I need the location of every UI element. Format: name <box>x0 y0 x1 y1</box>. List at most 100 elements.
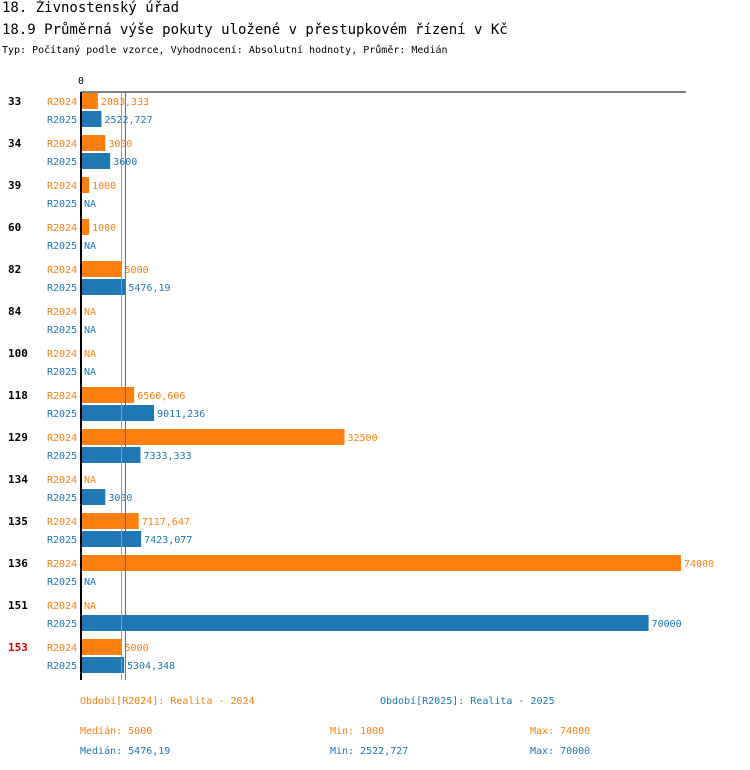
group-label: 135 <box>8 515 28 528</box>
series-label: R2025 <box>47 367 77 378</box>
series-label: R2024 <box>47 643 77 654</box>
series-label: R2025 <box>47 577 77 588</box>
group-label: 60 <box>8 221 21 234</box>
group-label: 34 <box>8 137 22 150</box>
value-label: NA <box>84 601 96 612</box>
series-label: R2024 <box>47 307 77 318</box>
value-label: 7333,333 <box>143 451 191 462</box>
group-label: 100 <box>8 347 28 360</box>
bar-r2025 <box>81 153 111 169</box>
group-label: 151 <box>8 599 28 612</box>
value-label: NA <box>84 577 96 588</box>
value-label: NA <box>84 199 96 210</box>
series-label: R2025 <box>47 115 77 126</box>
bar-r2024 <box>81 387 135 403</box>
legend-min-r2024: Min: 1000 <box>330 726 385 737</box>
bar-r2024 <box>81 555 681 571</box>
bar-r2024 <box>81 261 122 277</box>
series-label: R2025 <box>47 325 77 336</box>
value-label: 7423,077 <box>144 535 192 546</box>
value-label: 5000 <box>125 265 149 276</box>
value-label: 5476,19 <box>128 283 170 294</box>
bar-r2025 <box>81 489 106 505</box>
value-label: 32500 <box>348 433 378 444</box>
series-label: R2025 <box>47 451 77 462</box>
series-label: R2024 <box>47 391 77 402</box>
bar-r2025 <box>81 657 125 673</box>
axis-zero-label: 0 <box>78 76 84 87</box>
group-label: 33 <box>8 95 21 108</box>
legend-median-r2025: Medián: 5476,19 <box>80 746 171 757</box>
bar-r2024 <box>81 177 90 193</box>
group-label: 39 <box>8 179 21 192</box>
value-label: 7117,647 <box>142 517 190 528</box>
bar-r2025 <box>81 531 142 547</box>
bar-r2024 <box>81 135 106 151</box>
value-label: NA <box>84 325 96 336</box>
series-label: R2025 <box>47 661 77 672</box>
group-label: 136 <box>8 557 28 570</box>
group-label: 84 <box>8 305 22 318</box>
value-label: NA <box>84 475 96 486</box>
series-label: R2024 <box>47 223 77 234</box>
series-label: R2025 <box>47 409 77 420</box>
legend-median-r2024: Medián: 5000 <box>80 726 153 737</box>
group-label: 134 <box>8 473 28 486</box>
group-label: 82 <box>8 263 21 276</box>
value-label: 5000 <box>125 643 149 654</box>
value-label: 5304,348 <box>127 661 175 672</box>
series-label: R2024 <box>47 601 77 612</box>
series-label: R2024 <box>47 517 77 528</box>
series-label: R2025 <box>47 283 77 294</box>
value-label: 9011,236 <box>157 409 205 420</box>
group-label: 153 <box>8 641 28 654</box>
group-label: 118 <box>8 389 28 402</box>
bar-chart: 033R20242083,333R20252522,72734R20243000… <box>8 76 714 680</box>
value-label: 1000 <box>92 223 116 234</box>
value-label: 3000 <box>108 493 132 504</box>
series-label: R2025 <box>47 619 77 630</box>
value-label: 74000 <box>684 559 714 570</box>
legend-period-r2025: Období[R2025]: Realita - 2025 <box>380 696 555 707</box>
series-label: R2024 <box>47 97 77 108</box>
series-label: R2024 <box>47 475 77 486</box>
series-label: R2024 <box>47 349 77 360</box>
value-label: NA <box>84 349 96 360</box>
bar-r2025 <box>81 111 102 127</box>
bar-r2024 <box>81 219 90 235</box>
chart-type-info: Typ: Počítaný podle vzorce, Vyhodnocení:… <box>2 45 448 56</box>
value-label: NA <box>84 307 96 318</box>
value-label: NA <box>84 241 96 252</box>
series-label: R2024 <box>47 181 77 192</box>
series-label: R2025 <box>47 157 77 168</box>
series-label: R2025 <box>47 535 77 546</box>
bar-r2024 <box>81 513 139 529</box>
bar-r2025 <box>81 279 126 295</box>
value-label: 70000 <box>652 619 682 630</box>
value-label: 6560,606 <box>137 391 185 402</box>
series-label: R2024 <box>47 139 77 150</box>
value-label: NA <box>84 367 96 378</box>
legend-max-r2024: Max: 74000 <box>530 726 591 737</box>
bar-r2025 <box>81 615 649 631</box>
series-label: R2024 <box>47 433 77 444</box>
legend-period-r2024: Období[R2024]: Realita - 2024 <box>80 696 255 707</box>
bar-r2025 <box>81 447 141 463</box>
bar-r2024 <box>81 639 122 655</box>
series-label: R2024 <box>47 559 77 570</box>
series-label: R2024 <box>47 265 77 276</box>
value-label: 1000 <box>92 181 116 192</box>
legend-min-r2025: Min: 2522,727 <box>330 746 409 757</box>
series-label: R2025 <box>47 241 77 252</box>
series-label: R2025 <box>47 199 77 210</box>
value-label: 2522,727 <box>104 115 152 126</box>
series-label: R2025 <box>47 493 77 504</box>
bar-r2024 <box>81 93 98 109</box>
page-title: 18. Živnostenský úřad <box>2 0 180 16</box>
bar-r2024 <box>81 429 345 445</box>
group-label: 129 <box>8 431 28 444</box>
bar-r2025 <box>81 405 155 421</box>
legend-max-r2025: Max: 70000 <box>530 746 591 757</box>
chart-title: 18.9 Průměrná výše pokuty uložené v přes… <box>2 22 508 38</box>
value-label: 3000 <box>108 139 132 150</box>
